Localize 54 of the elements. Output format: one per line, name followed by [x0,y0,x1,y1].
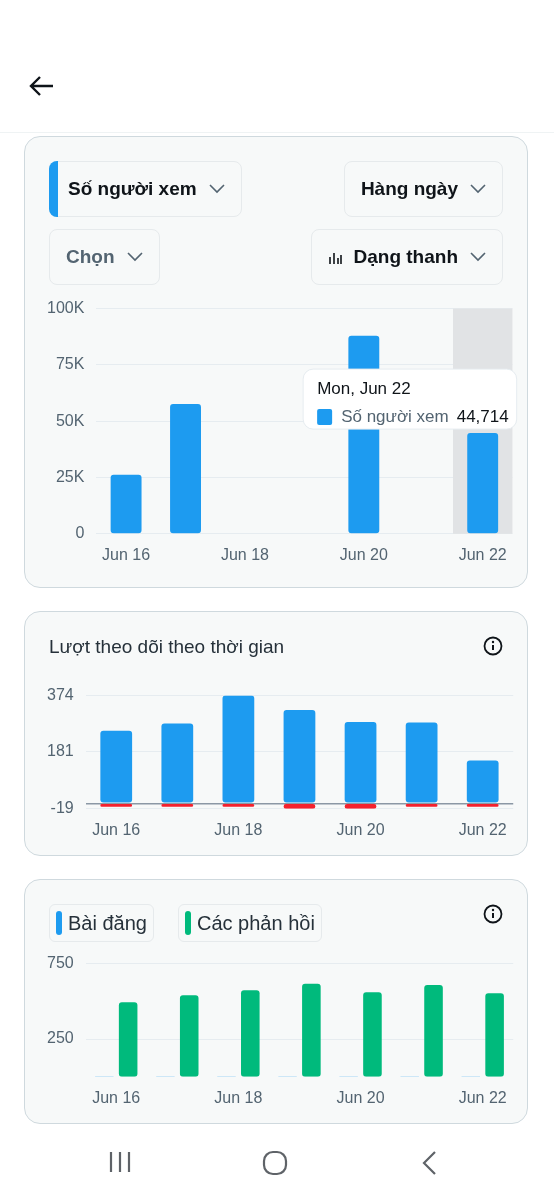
y-tick-label: 750 [46,954,74,972]
bar [466,760,499,803]
text: Dạng thanh [353,246,458,268]
bar [161,804,194,807]
y-tick-label: 75K [55,355,85,373]
bar [161,723,194,803]
legend-label: Các phản hồi [196,911,315,935]
y-tick-label: 50K [55,411,85,429]
bar [485,993,504,1077]
bar [283,710,316,803]
legend-label: Số người xem [341,406,449,426]
bar [222,695,255,803]
legend-label: Bài đăng [68,911,147,935]
chart-title: Lượt theo dõi theo thời gian [49,636,285,658]
text: Chọn [66,246,115,268]
bar [100,730,133,803]
x-tick-label: Jun 20 [336,820,385,838]
x-tick-label: Jun 16 [92,1088,141,1106]
x-tick-label: Jun 16 [102,545,151,563]
x-tick-label: Jun 16 [92,820,141,838]
bar [110,474,142,534]
x-tick-label: Jun 20 [339,545,388,563]
y-tick-label: -19 [50,799,74,817]
bar [222,804,255,807]
bar [467,433,499,534]
bar [405,804,438,807]
bar [424,985,443,1077]
bar [405,722,438,803]
bar [170,404,201,534]
y-tick-label: 250 [46,1029,74,1047]
x-tick-label: Jun 18 [220,545,270,563]
bar [118,1002,138,1077]
x-tick-label: Jun 18 [214,1088,263,1106]
bar [466,804,499,807]
bar [179,995,199,1077]
text: Hàng ngày [360,178,458,200]
y-tick-label: 181 [46,741,74,759]
annotation: Mon, Jun 22 [317,378,411,398]
bar [241,990,260,1077]
y-tick-label: 0 [75,524,85,542]
bar [344,722,377,803]
x-tick-label: Jun 22 [458,545,507,563]
y-tick-label: 25K [55,467,85,485]
bar [363,992,382,1077]
x-tick-label: Jun 18 [214,820,263,838]
x-tick-label: Jun 20 [336,1088,385,1106]
chart-title: Số người xem [68,178,197,200]
x-tick-label: Jun 22 [458,820,507,838]
data-label: 44,714 [456,406,509,426]
y-tick-label: 100K [46,299,85,317]
x-tick-label: Jun 22 [458,1088,507,1106]
bar [302,983,321,1077]
y-tick-label: 374 [46,686,74,704]
bar [100,804,133,807]
